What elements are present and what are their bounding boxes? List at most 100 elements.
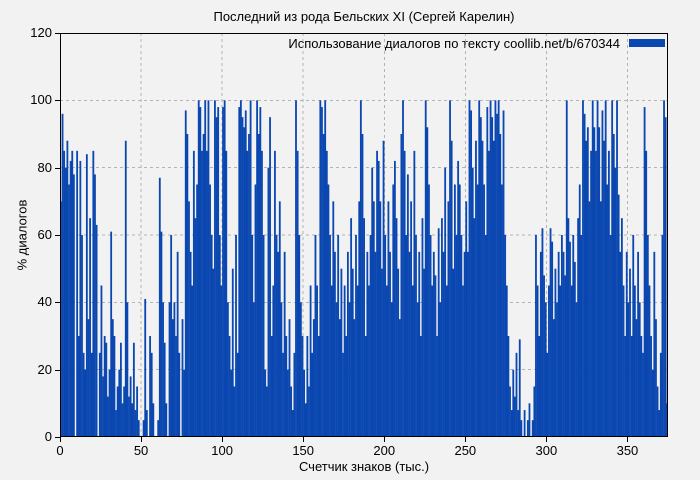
- y-tick-label: 80: [37, 159, 52, 175]
- impulse-bar: [189, 251, 192, 437]
- y-tick-mark: [55, 437, 60, 438]
- impulse-bar: [217, 107, 220, 437]
- impulse-bar: [653, 251, 656, 437]
- x-tick-mark: [303, 437, 305, 442]
- impulse-bar: [186, 134, 189, 437]
- impulse-bar: [646, 235, 649, 437]
- impulse-bar: [606, 184, 609, 437]
- impulse-bar: [316, 285, 318, 437]
- impulse-bar: [637, 251, 640, 437]
- impulse-bar: [337, 235, 340, 437]
- impulse-bar: [476, 184, 479, 437]
- impulse-bar: [379, 201, 382, 437]
- impulse-bar: [416, 302, 419, 437]
- impulse-bar: [406, 174, 409, 437]
- x-axis-label: Счетчик знаков (тыс.): [298, 459, 430, 474]
- impulse-bar: [176, 251, 179, 437]
- impulse-bar: [160, 231, 163, 437]
- impulse-bar: [486, 107, 489, 437]
- impulse-bar: [502, 110, 505, 437]
- impulse-bar: [384, 235, 387, 437]
- impulse-bar: [115, 410, 117, 437]
- impulse-bar: [278, 201, 281, 437]
- impulse-bar: [150, 352, 153, 437]
- impulse-bar: [664, 117, 667, 437]
- impulse-bar: [81, 235, 83, 437]
- impulse-bar: [504, 235, 507, 437]
- impulse-bar: [603, 140, 605, 437]
- impulse-bar: [94, 174, 96, 437]
- impulse-bar: [552, 319, 555, 437]
- impulse-bar: [397, 268, 400, 437]
- impulse-bar: [512, 369, 515, 437]
- impulse-bar: [124, 140, 127, 437]
- impulse-bar: [648, 285, 651, 437]
- impulse-bar: [285, 336, 288, 437]
- impulse-bar: [507, 336, 510, 437]
- impulse-bar: [184, 110, 187, 437]
- impulse-bar: [162, 302, 164, 437]
- impulse-bar: [324, 100, 327, 437]
- impulse-bar: [408, 251, 411, 437]
- impulse-bar: [244, 110, 247, 437]
- impulse-bar: [479, 117, 482, 437]
- impulse-bar: [624, 336, 627, 437]
- impulse-bar: [381, 268, 383, 437]
- impulse-bar: [100, 285, 103, 437]
- impulse-bar: [366, 251, 369, 437]
- impulse-bar: [84, 369, 87, 437]
- impulse-bar: [460, 235, 463, 437]
- impulse-bar: [455, 235, 458, 437]
- impulse-bar: [410, 201, 413, 437]
- impulse-bar: [105, 342, 108, 437]
- x-tick-mark: [627, 437, 629, 442]
- impulse-bar: [239, 100, 242, 437]
- impulse-bar: [643, 107, 646, 437]
- impulse-bar: [223, 100, 226, 437]
- impulse-bar: [491, 117, 494, 437]
- x-tick-mark: [546, 437, 548, 442]
- impulse-bar: [322, 134, 325, 437]
- impulse-bar: [632, 235, 635, 437]
- impulse-bar: [71, 150, 74, 437]
- impulse-bar: [431, 285, 434, 437]
- impulse-bar: [611, 100, 614, 437]
- impulse-bar: [243, 127, 246, 437]
- impulse-bar: [444, 167, 447, 437]
- impulse-bar: [66, 140, 69, 437]
- impulse-bar: [437, 228, 440, 437]
- impulse-bar: [428, 184, 430, 437]
- impulse-bar: [599, 201, 602, 437]
- impulse-bar: [413, 150, 416, 437]
- impulse-bar: [110, 231, 113, 437]
- impulse-bar: [145, 410, 148, 437]
- impulse-bar: [635, 319, 638, 437]
- x-tick-label: 200: [373, 443, 396, 458]
- impulse-bar: [142, 420, 145, 437]
- impulse-bar: [72, 174, 75, 437]
- impulse-bar: [290, 386, 293, 437]
- impulse-bar: [111, 319, 114, 437]
- impulse-bar: [207, 100, 210, 437]
- x-tick-label: 350: [616, 443, 639, 458]
- impulse-bar: [442, 251, 445, 437]
- impulse-bar: [163, 342, 166, 437]
- impulse-bar: [77, 336, 80, 437]
- impulse-bar: [136, 386, 139, 437]
- impulse-bar: [458, 184, 461, 437]
- impulse-bar: [291, 410, 294, 437]
- impulse-bar: [314, 235, 317, 437]
- impulse-bar: [215, 117, 218, 437]
- impulse-bar: [298, 235, 301, 437]
- impulse-bar: [249, 100, 252, 437]
- impulse-bar: [415, 235, 417, 437]
- chart-title: Последний из рода Бельских XI (Сергей Ка…: [213, 9, 515, 24]
- impulse-bar: [538, 336, 541, 437]
- impulse-bar: [629, 268, 631, 437]
- impulse-bar: [348, 302, 351, 437]
- impulse-bar: [463, 251, 466, 437]
- impulse-bar: [108, 369, 111, 437]
- impulse-bar: [520, 420, 523, 437]
- impulse-bar: [541, 228, 544, 437]
- impulse-bar: [64, 167, 67, 437]
